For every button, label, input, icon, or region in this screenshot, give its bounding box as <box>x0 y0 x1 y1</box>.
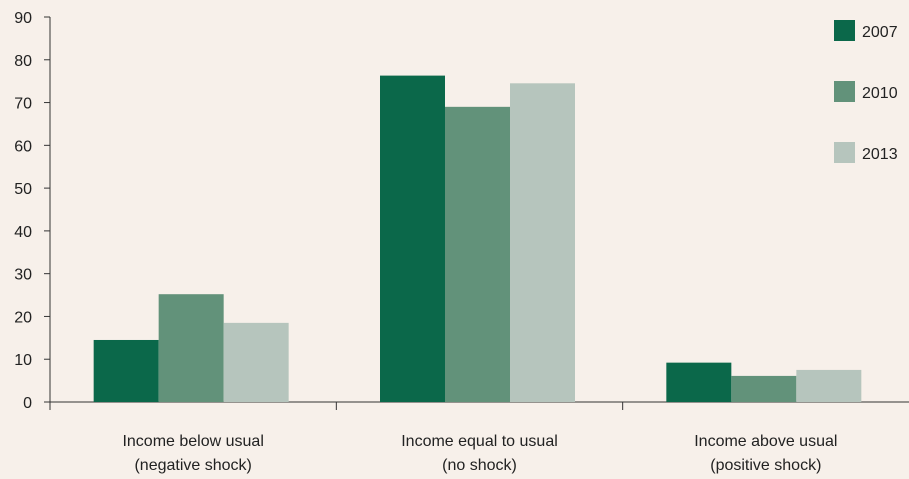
legend: 2007 2010 2013 <box>834 20 898 163</box>
y-tick-label: 80 <box>14 53 32 70</box>
bar-2007 <box>666 362 732 402</box>
bar-2007 <box>380 75 445 402</box>
x-category-label: (no shock) <box>442 457 517 474</box>
legend-swatch-2013 <box>834 142 855 163</box>
y-tick-label: 30 <box>14 267 32 284</box>
y-tick-label: 20 <box>14 309 32 326</box>
bar-2007 <box>93 339 159 402</box>
bar-2013 <box>510 83 575 403</box>
x-category-label: Income below usual <box>122 433 263 450</box>
x-category-label: Income above usual <box>694 433 837 450</box>
x-category-label: (negative shock) <box>134 457 251 474</box>
legend-label: 2013 <box>862 146 898 163</box>
bar-2013 <box>223 322 289 402</box>
legend-swatch-2007 <box>834 20 855 41</box>
y-tick-label: 10 <box>14 352 32 369</box>
y-tick-label: 60 <box>14 138 32 155</box>
bar-2010 <box>731 375 797 402</box>
y-tick-label: 40 <box>14 224 32 241</box>
legend-swatch-2010 <box>834 81 855 102</box>
y-tick-label: 0 <box>23 395 32 412</box>
y-tick-label: 70 <box>14 96 32 113</box>
y-tick-label: 50 <box>14 181 32 198</box>
bar-2010 <box>445 106 510 402</box>
legend-label: 2010 <box>862 85 898 102</box>
y-tick-label: 90 <box>14 10 32 27</box>
x-category-label: Income equal to usual <box>401 433 558 450</box>
bars <box>93 75 862 403</box>
legend-label: 2007 <box>862 24 898 41</box>
x-axis: Income below usual (negative shock) Income… <box>49 401 909 474</box>
y-axis: 0 10 20 30 40 50 60 70 80 90 <box>14 10 51 412</box>
x-category-label: (positive shock) <box>710 457 821 474</box>
bar-2013 <box>796 369 862 402</box>
bar-2010 <box>158 294 224 402</box>
